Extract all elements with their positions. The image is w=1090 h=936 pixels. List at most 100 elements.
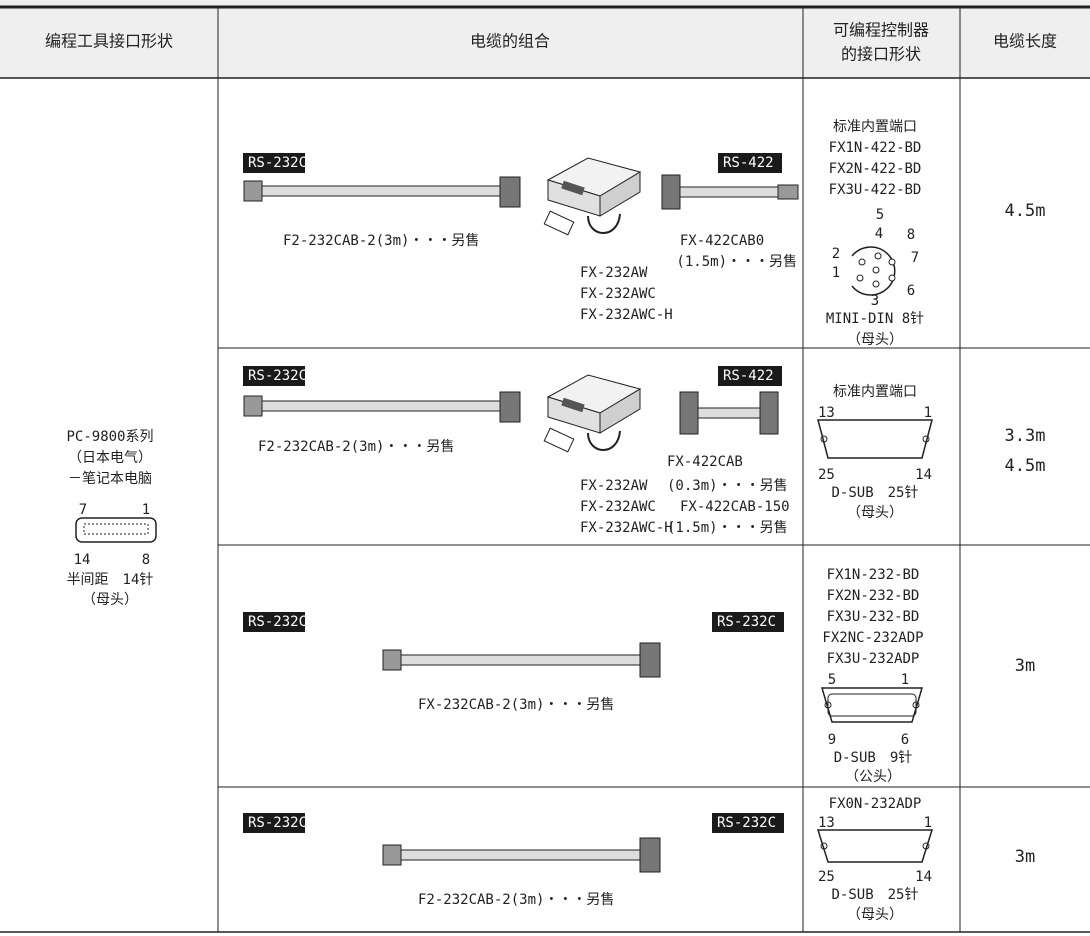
port-label-bg: [712, 813, 784, 833]
cell-text: （母头）: [847, 332, 903, 348]
cell-text: 6: [907, 283, 915, 299]
din-pin: [888, 258, 896, 266]
cable: [261, 185, 501, 197]
adapter-plug: [543, 210, 575, 236]
cell-text: 4.5m: [1005, 201, 1046, 221]
dsub: [816, 829, 934, 863]
cell-text: RS-232C: [717, 614, 776, 630]
connector: [679, 391, 699, 435]
cell-text: 5: [828, 672, 836, 688]
cell-text: FX-232AWC-H: [580, 307, 673, 323]
cell-text: F2-232CAB-2(3m)・・・另售: [418, 892, 614, 908]
cell-text: 3m: [1015, 847, 1035, 867]
connector: [661, 174, 681, 210]
header-bg: [0, 0, 1090, 78]
port-label-bg: [243, 366, 305, 386]
cell-text: FX3U-232-BD: [827, 609, 920, 625]
port-label-bg: [712, 612, 784, 632]
connector: [639, 837, 661, 873]
port-label-bg: [718, 366, 782, 386]
adapter-front: [599, 388, 641, 434]
header-cell: 的接口形状: [841, 45, 921, 64]
cell-text: 3.3m: [1005, 426, 1046, 446]
cell-text: (0.3m)・・・另售: [667, 478, 788, 494]
connector: [499, 176, 521, 208]
cell-text: FX-422CAB0: [680, 233, 764, 249]
cell-text: －笔记本电脑: [68, 471, 152, 487]
cell-text: 3m: [1015, 656, 1035, 676]
cell-text: D-SUB 25针: [831, 485, 918, 501]
cell-text: 4: [875, 226, 883, 242]
cell-text: FX-232AWC: [580, 286, 656, 302]
connector: [382, 844, 402, 866]
header-cell: 可编程控制器: [833, 21, 929, 40]
cell-text: FX-232CAB-2(3m)・・・另售: [418, 697, 614, 713]
port-label-bg: [243, 612, 305, 632]
connector: [499, 391, 521, 423]
cell-text: 13: [818, 405, 835, 421]
cell-text: 1: [832, 265, 840, 281]
cell-text: D-SUB 9针: [834, 750, 913, 766]
cell-text: FX-232AWC: [580, 499, 656, 515]
connector: [382, 649, 402, 671]
adapter-port: [561, 397, 585, 413]
cell-text: 1: [924, 405, 932, 421]
cell-text: (1.5m)・・・另售: [676, 254, 797, 270]
cell-text: 半间距 14针: [67, 572, 154, 588]
cell-text: FX3U-232ADP: [827, 651, 920, 667]
cell-text: 14: [915, 869, 932, 885]
dsub-screw: [922, 435, 930, 443]
cell-text: 7: [79, 502, 87, 518]
cell-text: 25: [818, 869, 835, 885]
cell-text: FX-232AWC-H: [580, 520, 673, 536]
cell-text: （日本电气）: [68, 450, 152, 466]
adapter-cord: [587, 213, 621, 234]
port-label-bg: [243, 813, 305, 833]
cell-text: FX-232AW: [580, 265, 648, 281]
dsub-screw: [820, 435, 828, 443]
cell-text: 14: [74, 552, 91, 568]
cell-text: FX1N-422-BD: [829, 140, 922, 156]
cell-text: 4.5m: [1005, 456, 1046, 476]
cell-text: 标准内置端口: [833, 384, 917, 400]
cell-text: (1.5m)・・・另售: [667, 520, 788, 536]
cell-text: 9: [828, 732, 836, 748]
adapter-port: [561, 180, 585, 196]
mini-din: [851, 246, 896, 296]
dsub-shell: [827, 693, 917, 717]
cell-text: RS-422: [723, 368, 774, 384]
cell-text: 25: [818, 467, 835, 483]
adapter-front: [599, 171, 641, 217]
cell-text: PC-9800系列: [66, 429, 153, 445]
din-pin: [874, 252, 882, 260]
connector: [759, 391, 779, 435]
tool-connector-pins: [83, 523, 149, 535]
cell-text: （母头）: [82, 592, 138, 608]
cell-text: FX2NC-232ADP: [822, 630, 923, 646]
din-pin: [872, 280, 880, 288]
connector: [243, 180, 263, 202]
cell-text: 1: [142, 502, 150, 518]
din-pin: [872, 266, 880, 274]
din-pin: [888, 274, 896, 282]
cable: [400, 654, 641, 666]
cell-text: （母头）: [847, 505, 903, 521]
cell-text: RS-232C: [248, 368, 307, 384]
header-cell: 编程工具接口形状: [45, 32, 173, 51]
cell-text: （公头）: [845, 769, 901, 785]
cell-text: 标准内置端口: [833, 119, 917, 135]
cell-text: 1: [901, 672, 909, 688]
cable: [679, 186, 779, 198]
cell-text: FX2N-422-BD: [829, 161, 922, 177]
cell-text: RS-232C: [248, 614, 307, 630]
cell-text: 1: [924, 815, 932, 831]
dsub: [817, 419, 933, 459]
cell-text: FX-422CAB: [667, 454, 743, 470]
cell-text: 3: [871, 293, 879, 309]
dsub-screw: [820, 842, 828, 850]
cell-text: 2: [832, 246, 840, 262]
cell-text: RS-232C: [248, 155, 307, 171]
cell-text: F2-232CAB-2(3m)・・・另售: [283, 233, 479, 249]
cell-text: F2-232CAB-2(3m)・・・另售: [258, 439, 454, 455]
